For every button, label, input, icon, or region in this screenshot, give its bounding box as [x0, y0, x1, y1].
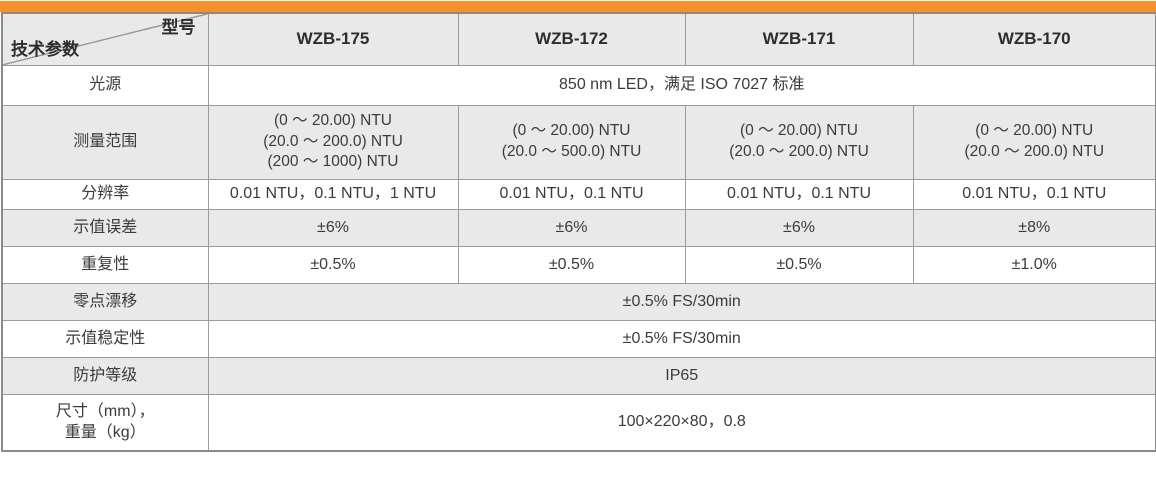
row-dimensions-weight: 尺寸（mm）， 重量（kg） 100×220×80，0.8	[1, 393, 1156, 452]
row-zero-drift: 零点漂移 ±0.5% FS/30min	[1, 282, 1156, 321]
value-zero-drift: ±0.5% FS/30min	[207, 282, 1156, 321]
row-protection: 防护等级 IP65	[1, 356, 1156, 395]
value-measure-range-wzb-172: (0 ～ 20.00) NTU (20.0 ～ 500.0) NTU	[457, 104, 686, 180]
row-label-repeatability: 重复性	[1, 245, 209, 284]
value-indication-error-wzb-175: ±6%	[207, 208, 459, 247]
value-resolution-wzb-172: 0.01 NTU，0.1 NTU	[457, 178, 686, 210]
value-resolution-wzb-175: 0.01 NTU，0.1 NTU，1 NTU	[207, 178, 459, 210]
row-light-source: 光源 850 nm LED，满足 ISO 7027 标准	[1, 64, 1156, 106]
value-protection: IP65	[207, 356, 1156, 395]
accent-top-bar	[0, 1, 1156, 12]
value-stability: ±0.5% FS/30min	[207, 319, 1156, 358]
row-label-resolution: 分辨率	[1, 178, 209, 210]
value-indication-error-wzb-171: ±6%	[684, 208, 914, 247]
row-label-dimensions-weight: 尺寸（mm）， 重量（kg）	[1, 393, 209, 452]
column-header-wzb-172: WZB-172	[457, 12, 686, 66]
row-label-zero-drift: 零点漂移	[1, 282, 209, 321]
row-label-light-source: 光源	[1, 64, 209, 106]
header-row: 型号 技术参数 WZB-175 WZB-172 WZB-171 WZB-170	[1, 12, 1156, 66]
corner-params-label: 技术参数	[11, 39, 79, 59]
value-resolution-wzb-171: 0.01 NTU，0.1 NTU	[684, 178, 914, 210]
spec-table: 型号 技术参数 WZB-175 WZB-172 WZB-171 WZB-170 …	[1, 12, 1156, 452]
value-indication-error-wzb-172: ±6%	[457, 208, 686, 247]
value-resolution-wzb-170: 0.01 NTU，0.1 NTU	[912, 178, 1156, 210]
row-repeatability: 重复性 ±0.5% ±0.5% ±0.5% ±1.0%	[1, 245, 1156, 284]
row-resolution: 分辨率 0.01 NTU，0.1 NTU，1 NTU 0.01 NTU，0.1 …	[1, 178, 1156, 210]
row-measure-range: 测量范围 (0 ～ 20.00) NTU (20.0 ～ 200.0) NTU …	[1, 104, 1156, 180]
column-header-wzb-171: WZB-171	[684, 12, 914, 66]
row-label-indication-error: 示值误差	[1, 208, 209, 247]
row-indication-error: 示值误差 ±6% ±6% ±6% ±8%	[1, 208, 1156, 247]
corner-model-label: 型号	[161, 18, 196, 37]
value-measure-range-wzb-175: (0 ～ 20.00) NTU (20.0 ～ 200.0) NTU (200 …	[207, 104, 459, 180]
value-repeatability-wzb-175: ±0.5%	[207, 245, 459, 284]
row-label-measure-range: 测量范围	[1, 104, 209, 180]
value-light-source: 850 nm LED，满足 ISO 7027 标准	[207, 64, 1156, 106]
value-repeatability-wzb-172: ±0.5%	[457, 245, 686, 284]
column-header-wzb-170: WZB-170	[912, 12, 1156, 66]
value-repeatability-wzb-171: ±0.5%	[684, 245, 914, 284]
value-dimensions-weight: 100×220×80，0.8	[207, 393, 1156, 452]
value-measure-range-wzb-171: (0 ～ 20.00) NTU (20.0 ～ 200.0) NTU	[684, 104, 914, 180]
corner-header-cell: 型号 技术参数	[1, 12, 209, 66]
row-stability: 示值稳定性 ±0.5% FS/30min	[1, 319, 1156, 358]
row-label-protection: 防护等级	[1, 356, 209, 395]
value-measure-range-wzb-170: (0 ～ 20.00) NTU (20.0 ～ 200.0) NTU	[912, 104, 1156, 180]
value-indication-error-wzb-170: ±8%	[912, 208, 1156, 247]
value-repeatability-wzb-170: ±1.0%	[912, 245, 1156, 284]
row-label-stability: 示值稳定性	[1, 319, 209, 358]
column-header-wzb-175: WZB-175	[207, 12, 459, 66]
